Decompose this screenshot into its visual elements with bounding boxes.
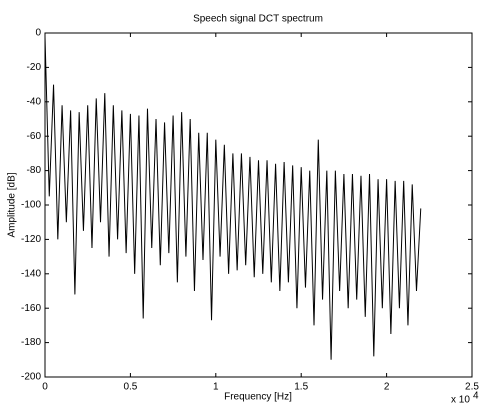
y-tick-label: -180	[21, 337, 41, 348]
y-tick-label: -160	[21, 303, 41, 314]
chart-title: Speech signal DCT spectrum	[193, 14, 323, 25]
y-tick-label: -200	[21, 372, 41, 383]
x-tick-label: 0	[42, 382, 48, 393]
y-tick-label: -100	[21, 200, 41, 211]
x-exponent-power: 4	[473, 391, 479, 402]
x-tick-label: 2	[384, 382, 390, 393]
y-tick-label: -60	[27, 131, 42, 142]
x-tick-label: 1	[213, 382, 219, 393]
x-tick-label: 1.5	[294, 382, 308, 393]
x-tick-label: 0.5	[123, 382, 137, 393]
x-axis-label: Frequency [Hz]	[224, 392, 292, 403]
x-exponent: x 10	[451, 395, 470, 406]
y-tick-label: -40	[27, 96, 42, 107]
y-tick-label: -120	[21, 234, 41, 245]
y-axis-label: Amplitude [dB]	[7, 172, 18, 237]
y-tick-label: 0	[35, 28, 41, 39]
y-tick-label: -20	[27, 62, 42, 73]
spectrum-line	[44, 36, 422, 360]
y-tick-label: -80	[27, 165, 42, 176]
y-tick-label: -140	[21, 268, 41, 279]
x-tick-label: 2.5	[465, 382, 479, 393]
